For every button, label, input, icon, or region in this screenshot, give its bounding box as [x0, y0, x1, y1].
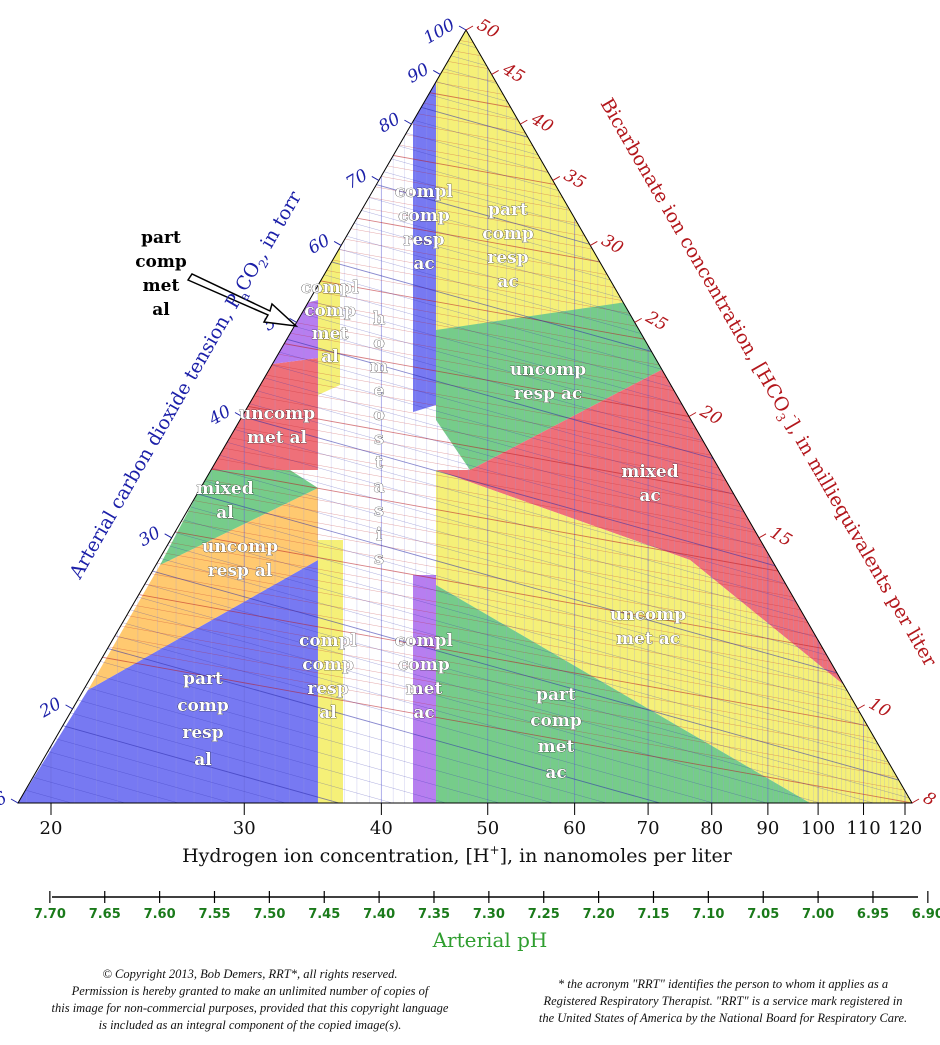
ph-tick-label: 7.10: [692, 907, 724, 922]
region-label-part-comp-met-ac: part comp met ac: [530, 685, 582, 783]
left-tick-label: 16: [0, 788, 11, 816]
ph-tick-label: 7.50: [253, 907, 285, 922]
region-labels: compl comp resp ac part comp resp ac part comp met…: [135, 182, 686, 784]
right-tick-label: 10: [865, 694, 894, 722]
right-tick-label: 20: [696, 401, 726, 430]
left-tick-label: 90: [404, 59, 433, 87]
ph-tick-label: 7.40: [363, 907, 395, 922]
ph-tick-label: 7.35: [418, 907, 450, 922]
right-tick-mark: [758, 533, 767, 539]
right-tick-mark: [688, 412, 697, 417]
left-tick-mark: [289, 317, 297, 323]
ph-tick-label: 7.30: [473, 907, 505, 922]
right-tick-mark: [491, 70, 499, 75]
right-tick-mark: [552, 176, 561, 181]
footnote-line: * the acronym "RRT" identifies the perso…: [557, 977, 889, 991]
bottom-tick-label: 100: [801, 818, 835, 839]
right-tick-mark: [590, 241, 598, 246]
bottom-axis-title: Hydrogen ion concentration, [H+], in nan…: [182, 843, 733, 867]
ph-tick-label: 7.20: [583, 907, 615, 922]
right-tick-label: 40: [527, 109, 557, 138]
left-tick-mark: [10, 798, 19, 804]
footnote-line: Registered Respiratory Therapist. "RRT" …: [543, 994, 903, 1008]
bottom-tick-label: 60: [563, 818, 586, 839]
right-tick-label: 35: [560, 165, 589, 193]
region-label-uncomp-met-al: uncomp met al: [239, 404, 315, 448]
ph-tick-label: 7.25: [528, 907, 560, 922]
bottom-tick-label: 20: [40, 818, 63, 839]
right-tick-mark: [911, 798, 920, 804]
bottom-tick-label: 80: [700, 818, 723, 839]
left-tick-mark: [65, 704, 73, 710]
arrow-icon: [186, 273, 299, 328]
region-label-part-comp-resp-al: part comp resp al: [177, 669, 229, 770]
right-tick-label: 15: [767, 523, 796, 551]
region-label-uncomp-resp-al: uncomp resp al: [202, 537, 278, 581]
ph-tick-label: 7.65: [89, 907, 121, 922]
region-label-compl-comp-resp-al: compl comp resp al: [299, 631, 358, 723]
region-label-compl-comp-met-ac: compl comp met ac: [395, 631, 454, 723]
acid-base-diagram: 162030405060708090100 810152025303540455…: [0, 15, 940, 952]
right-tick-mark: [520, 119, 528, 125]
right-tick-label: 25: [641, 307, 671, 336]
ph-tick-label: 7.05: [747, 907, 779, 922]
left-tick-label: 100: [420, 15, 458, 49]
ph-tick-label: 6.90: [912, 907, 940, 922]
copyright-line: this image for non-commercial purposes, …: [51, 1001, 449, 1015]
left-tick-label: 70: [343, 165, 372, 193]
right-tick-label: 45: [498, 59, 528, 88]
right-tick-mark: [857, 704, 865, 710]
copyright-line: Permission is hereby granted to make an …: [71, 984, 429, 998]
left-tick-label: 20: [35, 694, 65, 723]
left-tick-label: 60: [305, 230, 334, 258]
bottom-tick-label: 50: [476, 818, 499, 839]
right-tick-label: 8: [920, 788, 940, 811]
region-label-compl-comp-met-al: compl comp met al: [301, 278, 360, 367]
ph-tick-label: 7.70: [34, 907, 66, 922]
bottom-tick-label: 120: [888, 818, 922, 839]
ph-tick-label: 7.15: [637, 907, 669, 922]
rrt-footnote: * the acronym "RRT" identifies the perso…: [508, 976, 938, 1027]
left-tick-mark: [432, 70, 441, 75]
bottom-axis-ticks: 20 30 40 50 60 70 80 90 100 110 120: [40, 803, 922, 839]
left-tick-mark: [371, 176, 380, 181]
left-tick-mark: [234, 412, 243, 417]
region-label-mixed-ac: mixed ac: [621, 462, 678, 506]
left-tick-mark: [458, 25, 467, 31]
ph-tick-label: 7.00: [802, 907, 834, 922]
right-tick-mark: [465, 25, 474, 31]
ph-tick-label: 7.55: [198, 907, 230, 922]
bottom-tick-label: 30: [233, 818, 256, 839]
copyright-line: © Copyright 2013, Bob Demers, RRT*, all …: [102, 967, 398, 981]
region-label-part-comp-met-al-top: part comp met al: [135, 228, 187, 320]
region-label-mixed-al: mixed al: [196, 479, 253, 523]
right-tick-mark: [634, 317, 642, 323]
ph-tick-label: 6.95: [857, 907, 889, 922]
region-label-uncomp-met-ac: uncomp met ac: [610, 605, 686, 649]
region-label-uncomp-resp-ac: uncomp resp ac: [510, 360, 586, 404]
left-tick-label: 30: [135, 523, 164, 551]
ph-tick-label: 7.60: [144, 907, 176, 922]
bottom-tick-label: 110: [846, 818, 880, 839]
copyright-line: is included as an integral component of …: [98, 1018, 402, 1032]
region-label-part-comp-resp-ac: part comp resp ac: [482, 200, 534, 292]
ph-axis-ticks: 7.70 7.65 7.60 7.55 7.50 7.45 7.40 7.35 7.30 7.25…: [34, 891, 940, 922]
right-tick-label: 50: [474, 15, 503, 43]
left-tick-mark: [164, 533, 172, 539]
left-tick-mark: [404, 119, 412, 125]
ph-tick-label: 7.45: [308, 907, 340, 922]
left-tick-label: 80: [375, 109, 404, 137]
copyright-notice: © Copyright 2013, Bob Demers, RRT*, all …: [40, 966, 460, 1034]
bottom-tick-label: 90: [756, 818, 779, 839]
footnote-line: the United States of America by the Nati…: [538, 1011, 908, 1025]
ph-axis-title: Arterial pH: [432, 928, 548, 952]
left-tick-label: 40: [205, 401, 235, 430]
region-label-compl-comp-resp-ac: compl comp resp ac: [395, 182, 454, 274]
bottom-tick-label: 70: [637, 818, 660, 839]
left-tick-mark: [333, 241, 342, 246]
right-tick-label: 30: [598, 230, 627, 258]
bottom-tick-label: 40: [370, 818, 393, 839]
